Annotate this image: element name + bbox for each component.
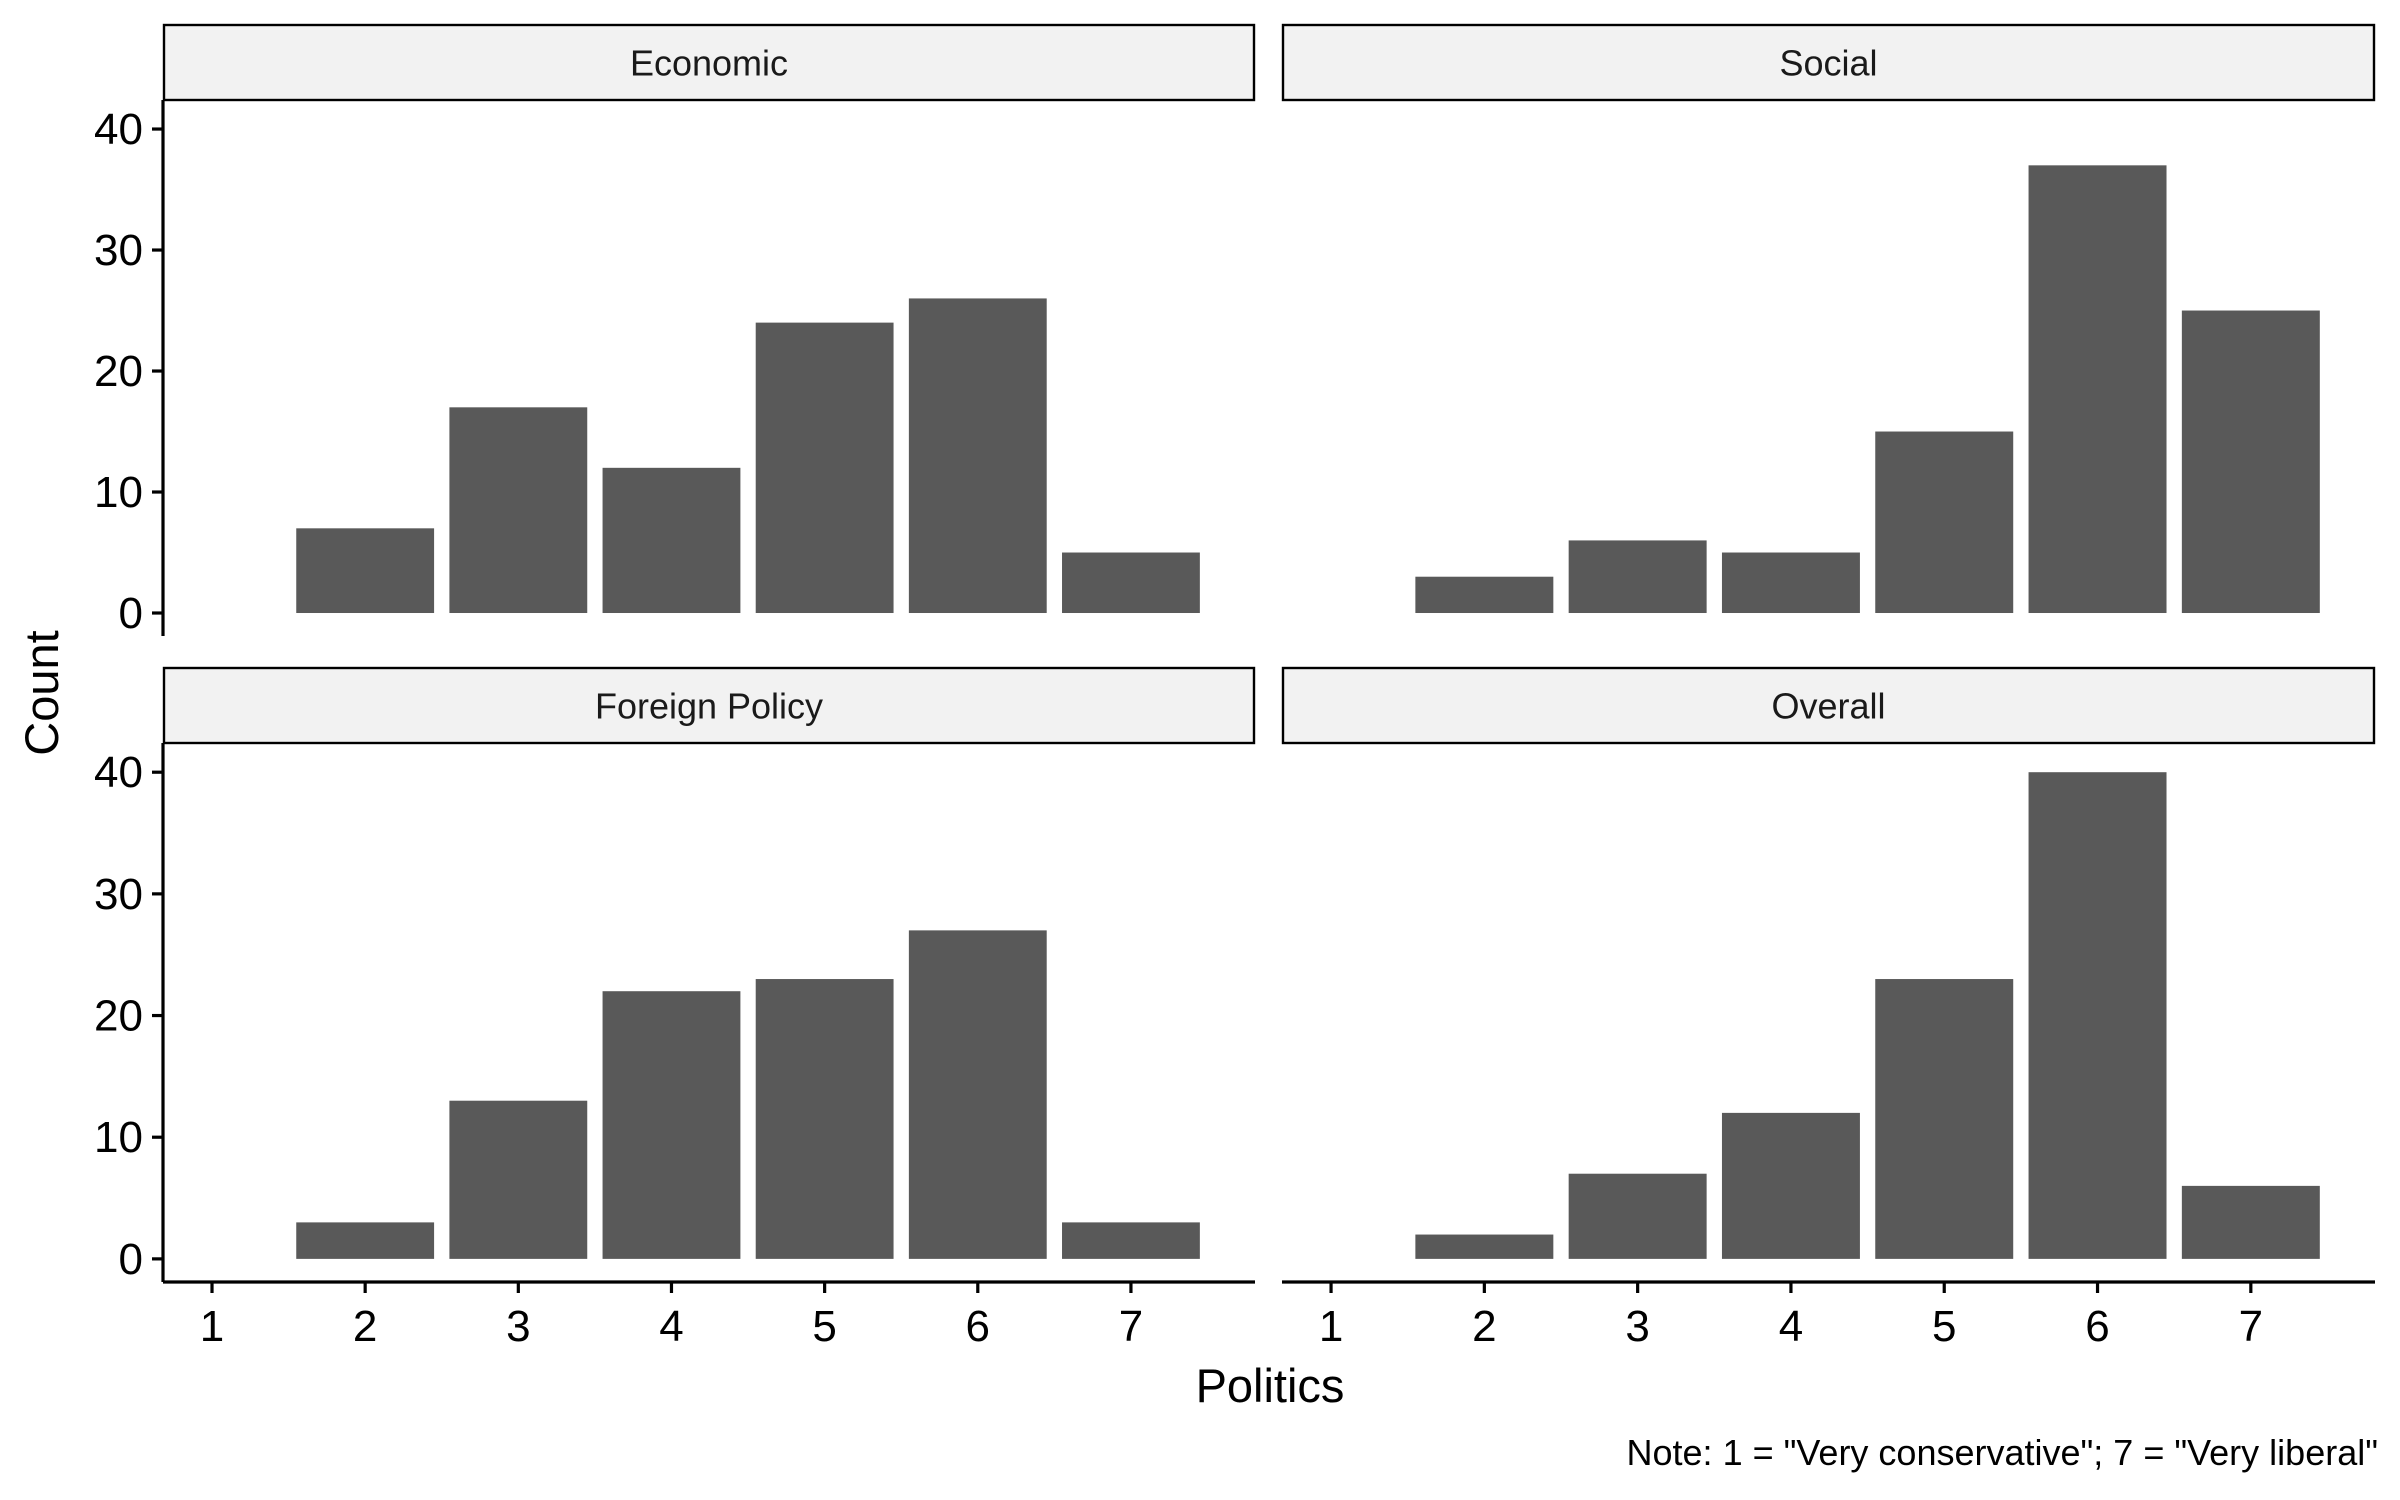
y-tick-label: 0 (119, 589, 143, 638)
bar (1875, 431, 2014, 614)
y-tick-label: 40 (94, 748, 143, 797)
bar (1875, 979, 2014, 1259)
facet-strip (1281, 666, 2376, 745)
facet-strip (162, 666, 1256, 745)
y-axis-title: Count (15, 630, 68, 755)
facet-strip (1281, 23, 2376, 102)
bar (755, 979, 894, 1259)
x-tick-label: 5 (812, 1302, 836, 1351)
bar (2028, 165, 2167, 614)
bar (908, 298, 1047, 614)
facet-social: Social (1281, 23, 2376, 614)
x-tick-label: 1 (1319, 1302, 1343, 1351)
bar (2028, 772, 2167, 1259)
y-axes: 0 10 20 30 40 0 10 20 30 40 (94, 100, 165, 1284)
bar (1721, 1112, 1860, 1259)
x-tick-label: 5 (1932, 1302, 1956, 1351)
bar (1415, 1234, 1554, 1259)
x-tick-label: 4 (659, 1302, 683, 1351)
x-tick-label: 6 (966, 1302, 990, 1351)
x-tick-label: 7 (1119, 1302, 1143, 1351)
y-tick-label: 0 (119, 1235, 143, 1284)
bar (1568, 1173, 1707, 1259)
facet-title: Social (1779, 43, 1877, 84)
bar (1062, 552, 1200, 614)
bar (602, 467, 741, 614)
x-tick-label: 2 (353, 1302, 377, 1351)
caption-note: Note: 1 = "Very conservative"; 7 = "Very… (1627, 1432, 2378, 1473)
bar (1062, 1222, 1200, 1259)
y-tick-label: 20 (94, 992, 143, 1041)
x-axis-title: Politics (1196, 1359, 1345, 1412)
y-tick-label: 20 (94, 347, 143, 396)
facet-title: Foreign Policy (595, 686, 823, 727)
bar (296, 528, 435, 614)
x-tick-label: 3 (1625, 1302, 1649, 1351)
facet-panels: Economic Social Foreign Policy Overall (162, 23, 2376, 1259)
y-tick-label: 10 (94, 1113, 143, 1162)
bar (2181, 310, 2320, 614)
y-tick-label: 10 (94, 468, 143, 517)
x-tick-label: 1 (200, 1302, 224, 1351)
x-tick-label: 7 (2239, 1302, 2263, 1351)
bar (1721, 552, 1860, 614)
bar (1568, 540, 1707, 614)
y-tick-label: 30 (94, 870, 143, 919)
bar (908, 930, 1047, 1259)
y-tick-label: 30 (94, 226, 143, 275)
x-tick-label: 4 (1779, 1302, 1803, 1351)
x-axes: 1 2 3 4 5 6 7 1 2 3 4 5 6 7 (163, 1280, 2375, 1351)
bar (1415, 576, 1554, 614)
facet-title: Overall (1771, 686, 1885, 727)
bar (296, 1222, 435, 1259)
bar (449, 407, 588, 614)
facet-foreign-policy: Foreign Policy (162, 666, 1256, 1259)
bar (449, 1100, 588, 1259)
x-tick-label: 2 (1472, 1302, 1496, 1351)
x-tick-label: 3 (506, 1302, 530, 1351)
x-tick-label: 6 (2085, 1302, 2109, 1351)
bar (755, 322, 894, 614)
facet-strip (162, 23, 1256, 102)
bar (2181, 1185, 2320, 1259)
facet-title: Economic (630, 43, 788, 84)
facet-overall: Overall (1281, 666, 2376, 1259)
bar (602, 991, 741, 1259)
y-tick-label: 40 (94, 105, 143, 154)
facet-economic: Economic (162, 23, 1256, 614)
